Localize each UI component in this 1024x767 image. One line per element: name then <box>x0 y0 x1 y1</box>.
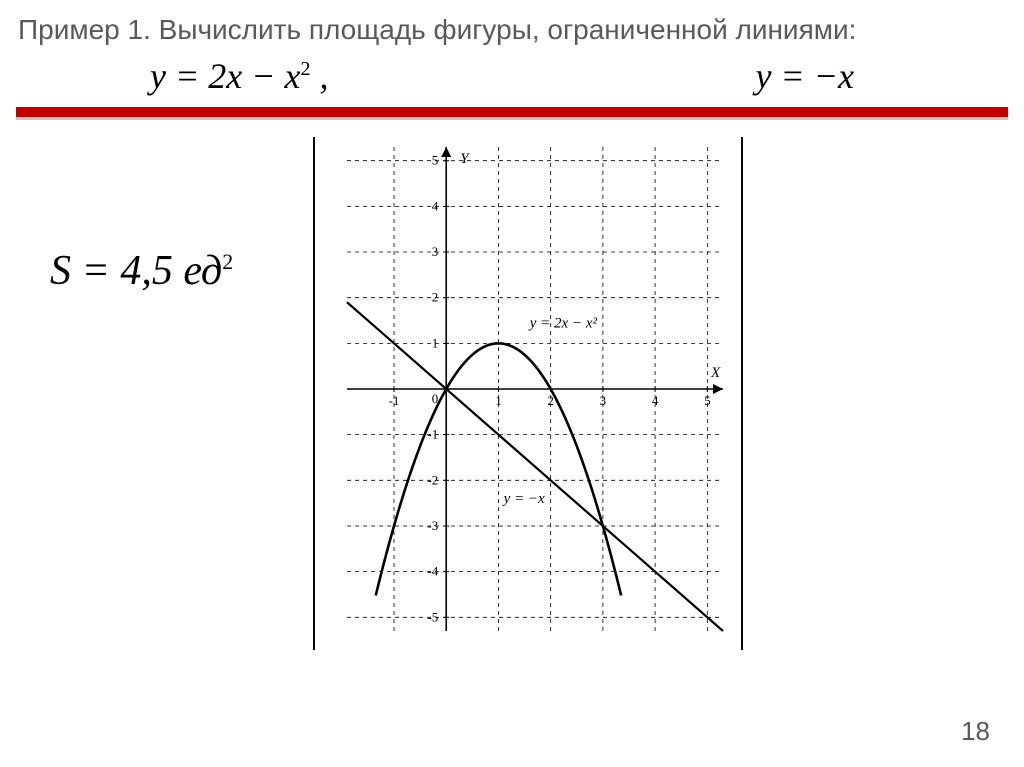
svg-text:y = −x: y = −x <box>502 491 545 507</box>
svg-text:3: 3 <box>432 244 439 259</box>
svg-text:-4: -4 <box>428 564 439 579</box>
svg-text:-5: -5 <box>428 609 439 624</box>
result-formula: S = 4,5 ед2 <box>50 247 233 295</box>
svg-text:-2: -2 <box>428 472 439 487</box>
equation-1-sup: 2 <box>301 58 311 80</box>
svg-text:4: 4 <box>652 393 659 408</box>
svg-text:X: X <box>710 365 721 381</box>
equation-2: y = −x <box>755 55 854 97</box>
page-title: Пример 1. Вычислить площадь фигуры, огра… <box>0 0 1024 47</box>
equation-1: y = 2x − x2 , <box>150 55 329 97</box>
svg-text:y = 2x − x²: y = 2x − x² <box>528 315 598 331</box>
svg-text:3: 3 <box>600 393 607 408</box>
svg-text:1: 1 <box>432 335 439 350</box>
svg-text:5: 5 <box>704 393 711 408</box>
result-body: S = 4,5 ед <box>50 248 222 294</box>
svg-text:5: 5 <box>432 153 439 168</box>
result-sup: 2 <box>222 249 233 274</box>
chart: -112345-5-4-3-2-1123450XYy = 2x − x²y = … <box>323 141 733 641</box>
svg-text:-1: -1 <box>389 393 400 408</box>
content-row: S = 4,5 ед2 -112345-5-4-3-2-1123450XYy =… <box>0 117 1024 650</box>
svg-text:2: 2 <box>432 290 439 305</box>
svg-text:Y: Y <box>460 151 470 167</box>
svg-text:1: 1 <box>495 393 502 408</box>
equation-1-body: y = 2x − x <box>150 56 301 96</box>
equation-1-suffix: , <box>311 56 329 96</box>
page-number: 18 <box>961 716 990 747</box>
equations-row: y = 2x − x2 , y = −x <box>0 47 1024 103</box>
svg-text:-3: -3 <box>428 518 439 533</box>
svg-text:4: 4 <box>432 198 439 213</box>
divider-red <box>16 107 1008 117</box>
chart-container: -112345-5-4-3-2-1123450XYy = 2x − x²y = … <box>313 137 743 650</box>
svg-text:-1: -1 <box>428 427 439 442</box>
